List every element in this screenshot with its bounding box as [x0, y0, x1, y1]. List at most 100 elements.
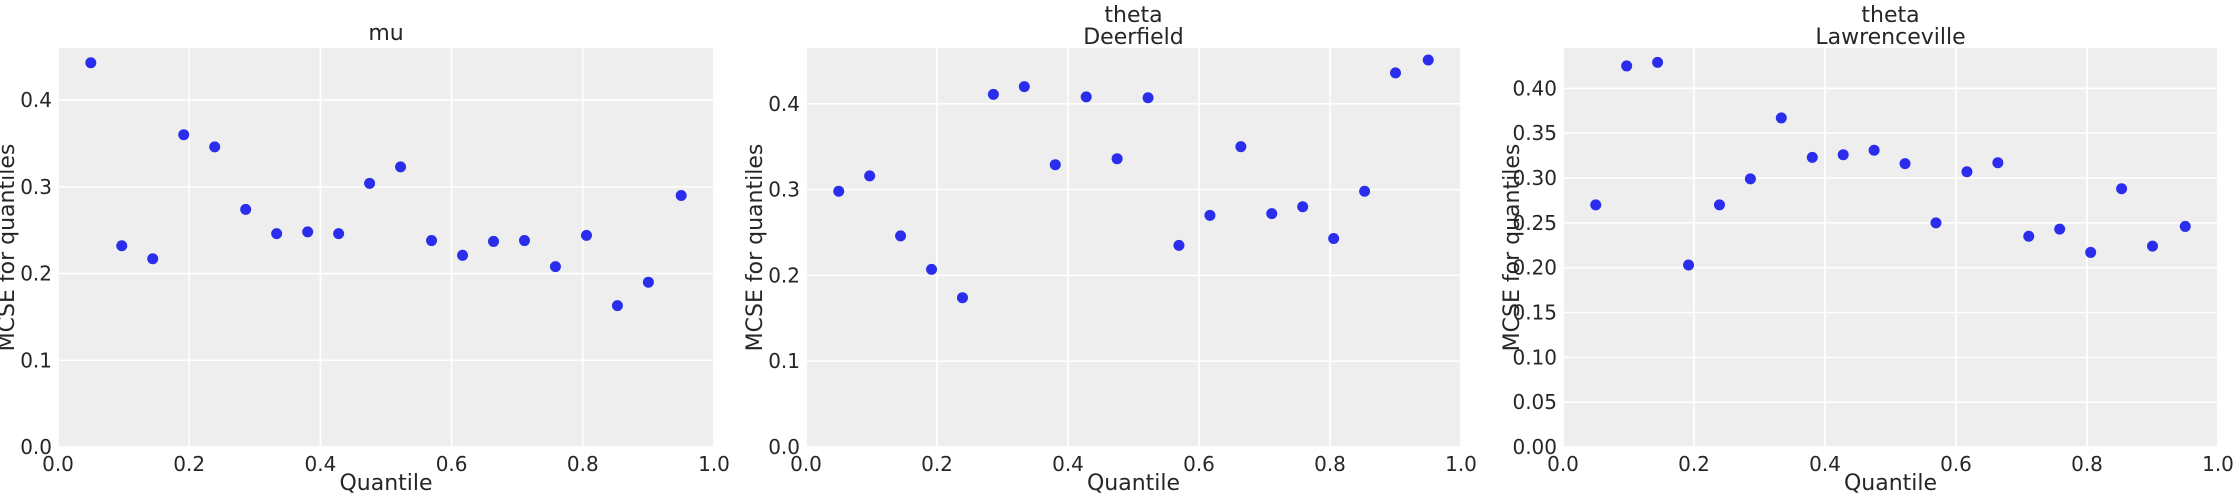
data-point: [926, 263, 938, 275]
data-point: [864, 170, 876, 182]
x-tick-label: 0.2: [921, 452, 953, 476]
y-axis-label: MCSE for quantiles: [1500, 144, 1525, 352]
x-axis-label: Quantile: [339, 471, 432, 496]
data-point: [1080, 91, 1092, 103]
data-point: [2023, 230, 2035, 242]
data-point: [2054, 223, 2066, 235]
y-tick-label: 0.25: [1512, 211, 1557, 235]
chart-panel-1: 0.0 0.2 0.4 0.6 0.8 1.0 0.0 0.1 0.2 0.3 0.4 mu Quant…: [0, 21, 730, 496]
y-tick-label: 0.3: [20, 175, 52, 199]
data-point: [1018, 81, 1030, 93]
data-point: [1930, 217, 1942, 229]
data-point: [1837, 149, 1849, 161]
x-tick-label: 0.4: [1052, 452, 1084, 476]
chart-title-line: Deerfield: [1083, 25, 1184, 50]
data-point: [611, 300, 623, 312]
data-point: [302, 226, 314, 238]
data-point: [116, 240, 128, 252]
x-tick-label: 0.6: [1940, 452, 1972, 476]
data-point: [2179, 220, 2191, 232]
x-tick-label: 0.4: [1809, 452, 1841, 476]
data-point: [1142, 92, 1154, 104]
data-point: [580, 229, 592, 241]
x-tick-label: 1.0: [698, 452, 730, 476]
x-axis-label: Quantile: [1844, 471, 1937, 496]
y-tick-label: 0.2: [768, 263, 800, 287]
data-point: [1422, 54, 1434, 66]
chart-title-line: theta: [1104, 3, 1162, 28]
data-point: [1621, 60, 1633, 72]
data-point: [1359, 185, 1371, 197]
data-point: [1297, 201, 1309, 213]
data-point: [240, 203, 252, 215]
y-tick-label: 0.4: [20, 88, 52, 112]
chart-panel-2: 0.0 0.2 0.4 0.6 0.8 1.0 0.0 0.1 0.2 0.3 0.4 thetaDe…: [743, 3, 1477, 496]
data-point: [1992, 157, 2004, 169]
data-point: [209, 141, 221, 153]
data-point: [987, 88, 999, 100]
data-point: [1652, 56, 1664, 68]
data-point: [1173, 239, 1185, 251]
data-point: [426, 235, 438, 247]
chart-title-line: Lawrenceville: [1815, 25, 1965, 50]
data-point: [147, 253, 159, 265]
y-tick-label: 0.00: [1512, 435, 1557, 459]
plot-area: [806, 48, 1461, 447]
x-tick-label: 0.0: [790, 452, 822, 476]
y-tick-label: 0.4: [768, 92, 800, 116]
data-point: [549, 261, 561, 273]
data-point: [1744, 173, 1756, 185]
grid-lines: [57, 48, 715, 448]
data-point: [1111, 153, 1123, 165]
data-point: [2085, 246, 2097, 258]
y-tick-label: 0.0: [20, 435, 52, 459]
y-axis-label: MCSE for quantiles: [743, 144, 768, 352]
y-tick-label: 0.0: [768, 435, 800, 459]
data-point: [956, 292, 968, 304]
data-point: [1266, 208, 1278, 220]
data-point: [1775, 112, 1787, 124]
data-point: [488, 235, 500, 247]
data-point: [85, 57, 97, 69]
data-point: [395, 161, 407, 173]
y-axis-label: MCSE for quantiles: [0, 144, 20, 352]
y-tick-label: 0.1: [20, 348, 52, 372]
data-point: [1868, 144, 1880, 156]
y-tick-label: 0.1: [768, 349, 800, 373]
y-tick-label: 0.3: [768, 178, 800, 202]
x-tick-label: 1.0: [1445, 452, 1477, 476]
x-tick-label: 0.8: [1314, 452, 1346, 476]
x-tick-label: 0.8: [2071, 452, 2103, 476]
x-tick-label: 0.4: [304, 452, 336, 476]
y-tick-label: 0.05: [1512, 390, 1557, 414]
data-point: [895, 230, 907, 242]
data-point: [675, 189, 687, 201]
x-tick-label: 0.6: [1183, 452, 1215, 476]
x-tick-label: 0.0: [1547, 452, 1579, 476]
x-axis-label: Quantile: [1087, 471, 1180, 496]
data-point: [178, 129, 190, 141]
chart-panel-3: 0.0 0.2 0.4 0.6 0.8 1.0 0.00 0.05 0.10 0.15 0.20 0.…: [1500, 3, 2234, 496]
y-tick-label: 0.20: [1512, 256, 1557, 280]
y-tick-label: 0.40: [1512, 76, 1557, 100]
data-point: [1390, 67, 1401, 79]
data-point: [1204, 209, 1216, 221]
data-point: [1590, 199, 1602, 211]
data-point: [1235, 141, 1247, 153]
data-point: [2116, 183, 2128, 195]
data-point: [518, 235, 530, 247]
data-point: [271, 228, 283, 240]
x-tick-label: 0.6: [436, 452, 468, 476]
y-tick-label: 0.2: [20, 262, 52, 286]
plot-area: [1563, 48, 2218, 447]
data-point: [1961, 166, 1973, 178]
chart-title-line: theta: [1861, 3, 1919, 28]
grid-lines: [1562, 48, 2219, 448]
data-point: [364, 177, 376, 189]
x-tick-label: 0.2: [173, 452, 205, 476]
y-tick-label: 0.15: [1512, 301, 1557, 325]
chart-title-line: mu: [368, 21, 403, 46]
data-point: [1806, 151, 1818, 163]
x-tick-label: 1.0: [2202, 452, 2234, 476]
